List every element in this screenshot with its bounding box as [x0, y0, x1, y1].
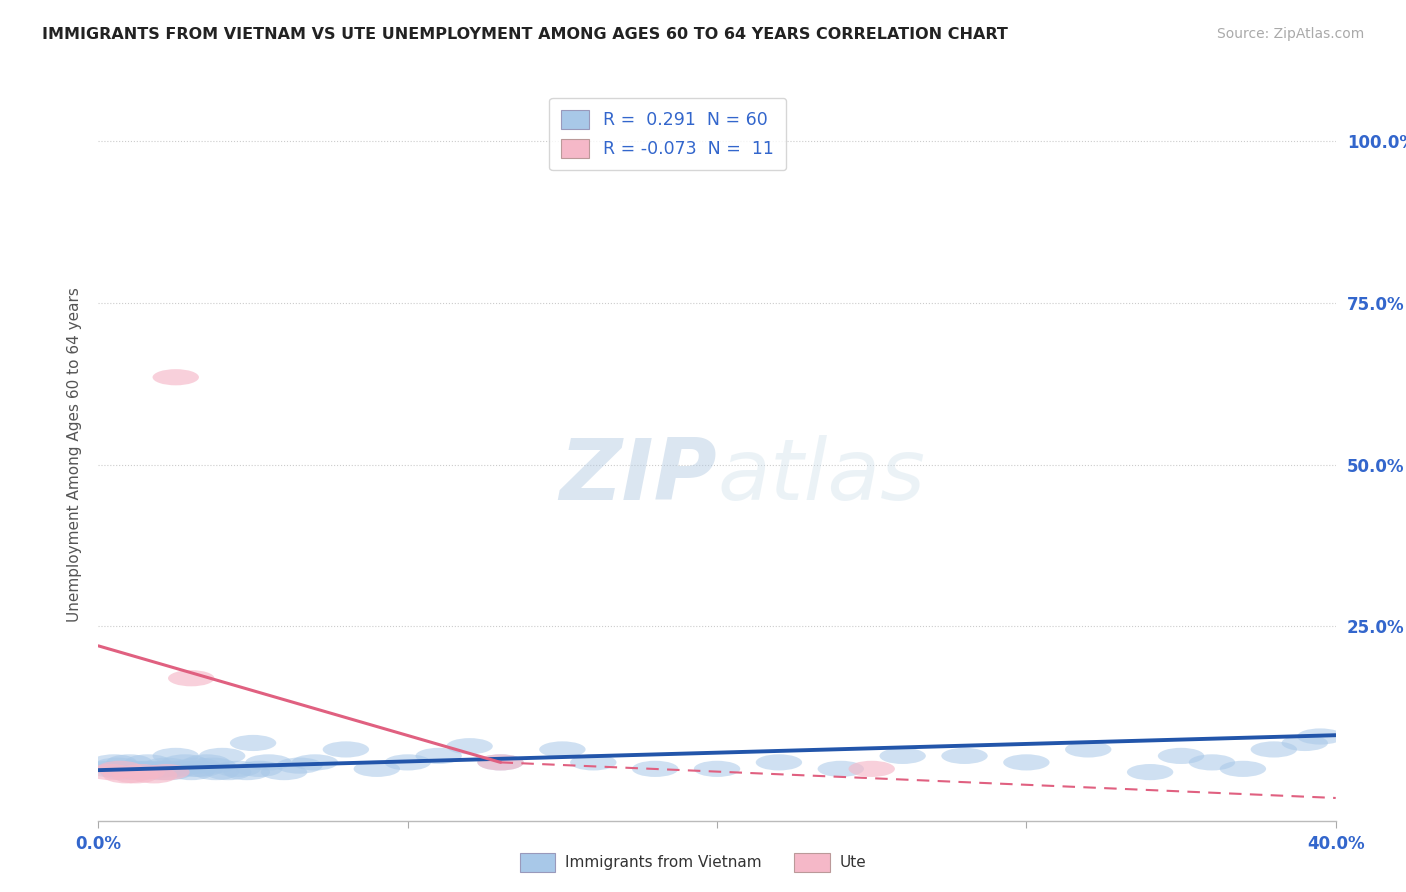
- Ellipse shape: [131, 767, 177, 783]
- Ellipse shape: [103, 761, 149, 777]
- Legend: R =  0.291  N = 60, R = -0.073  N =  11: R = 0.291 N = 60, R = -0.073 N = 11: [550, 98, 786, 170]
- Ellipse shape: [141, 761, 187, 777]
- Ellipse shape: [172, 761, 218, 777]
- Ellipse shape: [1251, 741, 1298, 757]
- Ellipse shape: [152, 369, 200, 385]
- Text: Source: ZipAtlas.com: Source: ZipAtlas.com: [1216, 27, 1364, 41]
- Ellipse shape: [162, 755, 208, 771]
- Text: atlas: atlas: [717, 435, 925, 518]
- Ellipse shape: [100, 764, 146, 780]
- Ellipse shape: [118, 764, 165, 780]
- Ellipse shape: [146, 764, 193, 780]
- Ellipse shape: [1282, 735, 1329, 751]
- Ellipse shape: [224, 764, 270, 780]
- Ellipse shape: [94, 757, 141, 773]
- Ellipse shape: [107, 755, 152, 771]
- Ellipse shape: [131, 761, 177, 777]
- Ellipse shape: [236, 761, 283, 777]
- Ellipse shape: [818, 761, 863, 777]
- Ellipse shape: [385, 755, 432, 771]
- Ellipse shape: [177, 761, 224, 777]
- Ellipse shape: [631, 761, 678, 777]
- Text: ZIP: ZIP: [560, 435, 717, 518]
- Ellipse shape: [478, 755, 524, 771]
- Ellipse shape: [1219, 761, 1267, 777]
- Ellipse shape: [849, 761, 896, 777]
- Ellipse shape: [447, 738, 494, 755]
- Ellipse shape: [292, 755, 339, 771]
- Ellipse shape: [353, 761, 401, 777]
- Ellipse shape: [1004, 755, 1049, 771]
- Ellipse shape: [190, 757, 236, 773]
- Ellipse shape: [880, 747, 927, 764]
- Ellipse shape: [231, 735, 276, 751]
- Ellipse shape: [1159, 747, 1204, 764]
- Ellipse shape: [169, 670, 215, 686]
- Ellipse shape: [1189, 755, 1236, 771]
- Ellipse shape: [91, 755, 138, 771]
- Ellipse shape: [138, 764, 183, 780]
- Ellipse shape: [756, 755, 801, 771]
- Ellipse shape: [322, 741, 368, 757]
- Text: Ute: Ute: [839, 855, 866, 870]
- Ellipse shape: [156, 761, 202, 777]
- Ellipse shape: [134, 762, 180, 778]
- Ellipse shape: [115, 764, 162, 780]
- Ellipse shape: [942, 747, 987, 764]
- Ellipse shape: [478, 755, 524, 771]
- Ellipse shape: [1066, 741, 1111, 757]
- Ellipse shape: [174, 757, 221, 773]
- Ellipse shape: [262, 764, 308, 780]
- Ellipse shape: [540, 741, 585, 757]
- Ellipse shape: [97, 761, 143, 777]
- Ellipse shape: [152, 747, 200, 764]
- Ellipse shape: [84, 761, 131, 777]
- Text: Immigrants from Vietnam: Immigrants from Vietnam: [565, 855, 762, 870]
- Ellipse shape: [215, 761, 262, 777]
- Ellipse shape: [416, 747, 463, 764]
- Ellipse shape: [122, 761, 169, 777]
- Ellipse shape: [143, 757, 190, 773]
- Ellipse shape: [169, 764, 215, 780]
- Ellipse shape: [183, 755, 231, 771]
- Ellipse shape: [97, 761, 143, 777]
- Ellipse shape: [112, 767, 159, 783]
- Ellipse shape: [103, 767, 149, 783]
- Ellipse shape: [193, 764, 239, 780]
- Ellipse shape: [246, 755, 292, 771]
- Ellipse shape: [571, 755, 616, 771]
- Ellipse shape: [87, 764, 134, 780]
- Text: IMMIGRANTS FROM VIETNAM VS UTE UNEMPLOYMENT AMONG AGES 60 TO 64 YEARS CORRELATIO: IMMIGRANTS FROM VIETNAM VS UTE UNEMPLOYM…: [42, 27, 1008, 42]
- Ellipse shape: [125, 755, 172, 771]
- Ellipse shape: [1296, 729, 1344, 745]
- Y-axis label: Unemployment Among Ages 60 to 64 years: Unemployment Among Ages 60 to 64 years: [66, 287, 82, 623]
- Ellipse shape: [112, 761, 159, 777]
- Ellipse shape: [276, 757, 323, 773]
- Ellipse shape: [205, 764, 252, 780]
- Ellipse shape: [200, 747, 246, 764]
- Ellipse shape: [695, 761, 740, 777]
- Ellipse shape: [1128, 764, 1174, 780]
- Ellipse shape: [143, 764, 190, 780]
